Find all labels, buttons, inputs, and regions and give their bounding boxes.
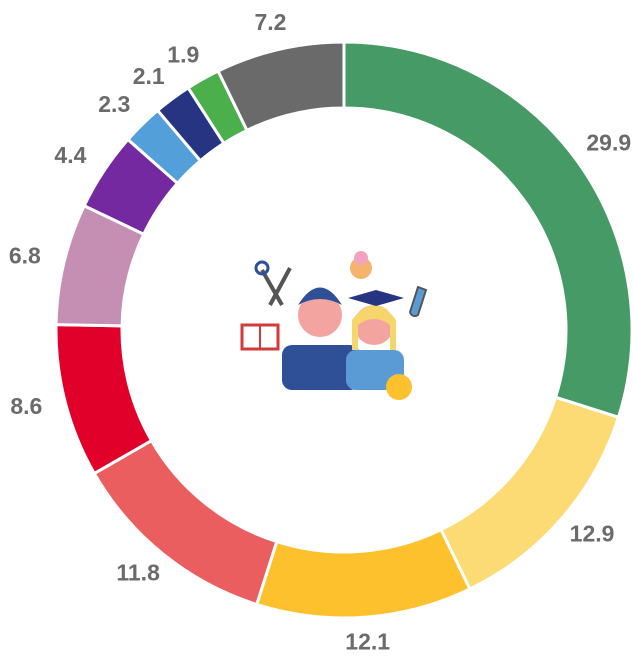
data-label: 1.9 [167, 41, 199, 67]
page: {"chart_data": {"type": "donut", "catego… [0, 0, 633, 658]
data-label: 12.1 [345, 628, 390, 654]
donut-slice [257, 530, 470, 618]
data-label: 12.9 [570, 521, 615, 547]
center-illustration [242, 251, 426, 400]
data-label: 2.1 [133, 63, 165, 89]
data-label: 7.2 [254, 9, 286, 35]
data-label: 6.8 [9, 243, 41, 269]
donut-slice [441, 397, 618, 589]
chart: 29.9 12.9 12.1 11.8 8.6 6.8 4.4 2.32.11.9 7.2 [0, 0, 633, 658]
data-label: 2.3 [98, 91, 130, 117]
data-label: 8.6 [10, 393, 42, 419]
data-label: 11.8 [116, 560, 160, 586]
data-label: 29.9 [586, 130, 631, 156]
data-label: 4.4 [54, 142, 86, 168]
